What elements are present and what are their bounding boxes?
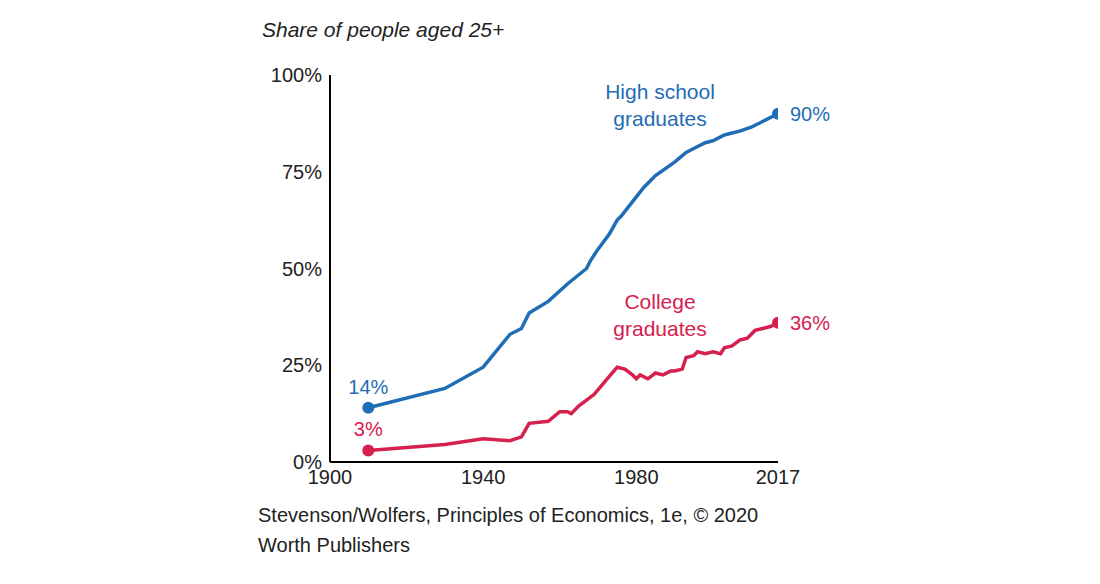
svg-text:50%: 50%: [282, 258, 322, 280]
svg-text:1940: 1940: [461, 466, 506, 488]
svg-text:1980: 1980: [614, 466, 659, 488]
svg-text:2017: 2017: [756, 466, 801, 488]
html-text:High school graduates: High school graduates: [605, 80, 715, 130]
svg-text:36%: 36%: [790, 312, 830, 334]
html-text:Stevenson/Wolfers, Principles: Stevenson/Wolfers, Principles of Economi…: [258, 504, 759, 526]
svg-text:100%: 100%: [271, 64, 322, 86]
svg-text:90%: 90%: [790, 103, 830, 125]
html-text:Share of people aged 25+: Share of people aged 25+: [262, 18, 505, 41]
svg-text:1900: 1900: [307, 466, 353, 489]
svg-text:75%: 75%: [282, 161, 322, 183]
html-text:Worth Publishers: Worth Publishers: [258, 534, 410, 556]
svg-text:14%: 14%: [348, 376, 388, 398]
svg-text:25%: 25%: [282, 354, 322, 376]
svg-text:0%: 0%: [293, 451, 322, 473]
svg-text:3%: 3%: [354, 418, 383, 440]
html-text:College graduates: College graduates: [613, 290, 707, 340]
